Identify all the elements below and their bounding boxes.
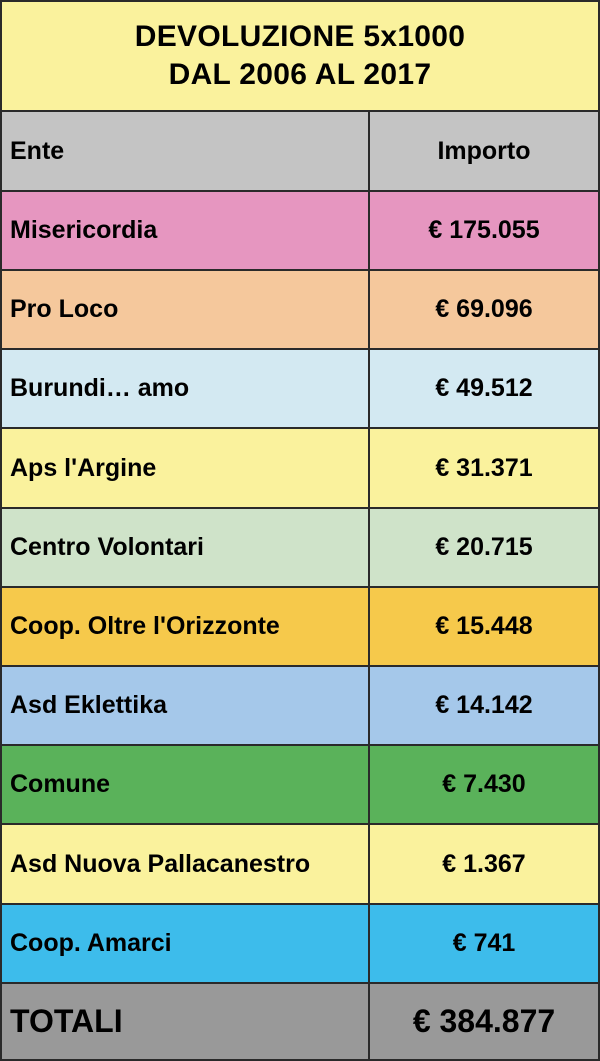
row-importo: € 175.055 bbox=[428, 216, 540, 244]
row-ente: Comune bbox=[2, 746, 370, 823]
table-row: Burundi… amo € 49.512 bbox=[2, 350, 598, 429]
table-row: Misericordia € 175.055 bbox=[2, 192, 598, 271]
header-importo: Importo bbox=[437, 136, 531, 165]
row-importo: € 49.512 bbox=[435, 374, 533, 402]
total-importo: € 384.877 bbox=[412, 1003, 556, 1039]
row-importo: € 69.096 bbox=[435, 295, 533, 323]
row-importo: € 14.142 bbox=[435, 691, 533, 719]
row-ente: Pro Loco bbox=[2, 271, 370, 348]
header-row: Ente Importo bbox=[2, 112, 598, 192]
row-importo: € 31.371 bbox=[435, 453, 533, 482]
table-row: Aps l'Argine € 31.371 bbox=[2, 429, 598, 509]
row-ente: Burundi… amo bbox=[2, 350, 370, 427]
total-row: TOTALI € 384.877 bbox=[2, 984, 598, 1059]
table-row: Coop. Amarci € 741 bbox=[2, 905, 598, 984]
row-importo: € 7.430 bbox=[442, 770, 526, 798]
table-row: Coop. Oltre l'Orizzonte € 15.448 bbox=[2, 588, 598, 667]
title-line-2: DAL 2006 AL 2017 bbox=[168, 58, 432, 91]
table-row: Asd Nuova Pallacanestro € 1.367 bbox=[2, 825, 598, 905]
row-importo: € 15.448 bbox=[435, 612, 533, 640]
row-importo: € 20.715 bbox=[435, 533, 533, 561]
table-row: Comune € 7.430 bbox=[2, 746, 598, 825]
table-row: Asd Eklettika € 14.142 bbox=[2, 667, 598, 746]
row-ente: Asd Eklettika bbox=[2, 667, 370, 744]
row-ente: Centro Volontari bbox=[2, 509, 370, 586]
row-ente: Asd Nuova Pallacanestro bbox=[2, 825, 370, 903]
table-row: Centro Volontari € 20.715 bbox=[2, 509, 598, 588]
header-ente: Ente bbox=[2, 112, 370, 190]
title-line-1: DEVOLUZIONE 5x1000 bbox=[134, 20, 466, 53]
table-row: Pro Loco € 69.096 bbox=[2, 271, 598, 350]
table-title: DEVOLUZIONE 5x1000 DAL 2006 AL 2017 bbox=[2, 2, 598, 112]
row-importo: € 1.367 bbox=[442, 849, 526, 878]
total-label: TOTALI bbox=[2, 984, 370, 1059]
row-ente: Misericordia bbox=[2, 192, 370, 269]
row-ente: Coop. Oltre l'Orizzonte bbox=[2, 588, 370, 665]
row-ente: Coop. Amarci bbox=[2, 905, 370, 982]
row-ente: Aps l'Argine bbox=[2, 429, 370, 507]
row-importo: € 741 bbox=[452, 929, 516, 957]
